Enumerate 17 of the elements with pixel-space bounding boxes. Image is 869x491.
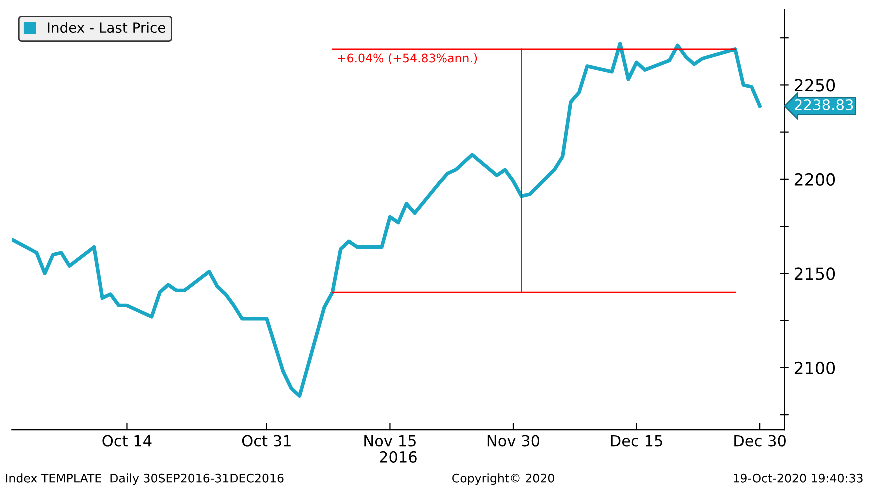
- annotation: 2238.83: [795, 99, 854, 110]
- y-tick-label: 2150: [794, 268, 836, 280]
- x-tick-label: Nov 30: [488, 435, 540, 447]
- legend-label: Index - Last Price: [48, 22, 166, 34]
- text: 19-Oct-2020 19:40:33: [734, 474, 863, 483]
- y-tick-label: 2100: [794, 362, 836, 374]
- x-tick-label: Dec 30: [734, 435, 786, 447]
- x-tick-label: Oct 31: [242, 435, 291, 447]
- x-tick-label: Nov 15: [364, 435, 416, 447]
- x-axis-title: 2016: [380, 451, 417, 463]
- y-tick-label: 2200: [794, 173, 836, 186]
- text: Copyright© 2020: [452, 474, 554, 486]
- text: Index TEMPLATE Daily 30SEP2016-31DEC2016: [6, 474, 284, 486]
- annotation: +6.04% (+54.83%ann.): [338, 54, 478, 64]
- y-tick-label: 2250: [794, 79, 836, 92]
- x-tick-label: Oct 14: [102, 435, 152, 447]
- x-tick-label: Dec 15: [611, 435, 662, 447]
